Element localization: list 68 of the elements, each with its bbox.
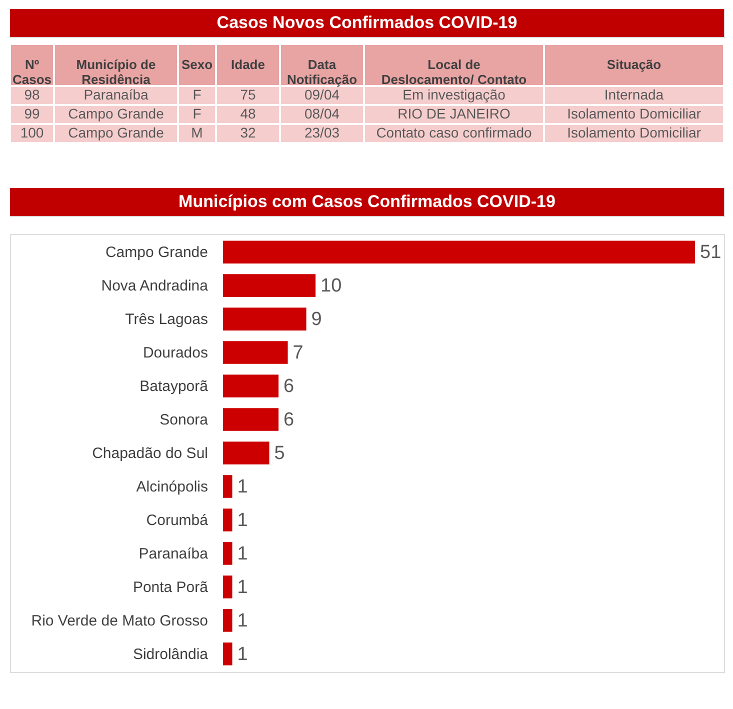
text: 98 <box>24 86 40 102</box>
data-label: 10 <box>320 276 342 297</box>
text: 08/04 <box>304 106 340 122</box>
text: 99 <box>24 106 40 122</box>
y-tick-label: Corumbá <box>146 512 209 529</box>
y-tick-label: Ponta Porã <box>132 578 209 596</box>
bar <box>223 542 232 565</box>
bar <box>223 609 232 632</box>
category-label: Idade <box>231 57 265 72</box>
data-label: 5 <box>274 443 285 464</box>
text: Em investigação <box>402 86 506 102</box>
text: 23/03 <box>304 124 340 140</box>
category-label: Sexo <box>181 57 213 72</box>
bar <box>223 642 232 666</box>
data-label: 7 <box>292 342 304 364</box>
text: 09/04 <box>304 86 340 102</box>
bar <box>223 408 279 431</box>
text: 32 <box>240 124 256 140</box>
data-label: 9 <box>311 309 322 330</box>
data-label: 1 <box>237 576 248 598</box>
text: Casos Novos Confirmados COVID-19 <box>216 13 518 32</box>
bar <box>223 240 695 264</box>
y-tick-label: Alcinópolis <box>136 478 208 496</box>
y-tick-label: Batayporã <box>140 378 209 396</box>
category-label: Data Notificação <box>286 57 358 87</box>
text: Isolamento Domiciliar <box>567 124 701 140</box>
data-label: 1 <box>237 543 248 564</box>
data-label: 1 <box>237 644 248 665</box>
y-tick-label: Rio Verde de Mato Grosso <box>31 612 208 630</box>
bar <box>223 475 232 498</box>
text: F <box>192 86 202 102</box>
data-label: 6 <box>284 376 294 398</box>
bar <box>223 274 316 297</box>
y-tick-label: Campo Grande <box>105 244 208 262</box>
text: Internada <box>604 86 664 102</box>
data-label: 1 <box>237 476 248 498</box>
text: F <box>192 106 202 122</box>
text: 75 <box>240 86 256 102</box>
category-label: Nº Casos <box>12 57 52 87</box>
chart-title: Municípios com Casos Confirmados COVID-19 <box>178 192 556 211</box>
text: RIO DE JANEIRO <box>398 106 510 122</box>
bar <box>223 308 306 330</box>
data-label: 1 <box>237 510 248 531</box>
bar <box>223 442 270 464</box>
text: 100 <box>20 124 44 140</box>
category-label: Situação <box>606 57 662 72</box>
text: Isolamento Domiciliar <box>567 106 701 122</box>
bar <box>223 576 232 598</box>
y-tick-label: Nova Andradina <box>101 278 209 295</box>
bar <box>223 341 288 364</box>
text: 48 <box>240 106 256 122</box>
text: Campo Grande <box>68 124 164 140</box>
category-label: Local de Deslocamento/ Contato <box>381 57 527 87</box>
text: Contato caso confirmado <box>376 124 532 140</box>
y-tick-label: Paranaíba <box>138 545 209 562</box>
y-tick-label: Dourados <box>142 344 208 362</box>
category-label: Município de Residência <box>76 57 156 87</box>
bar <box>223 508 232 532</box>
data-label: 1 <box>237 610 248 632</box>
y-tick-label: Chapadão do Sul <box>92 445 208 462</box>
y-tick-label: Sonora <box>160 412 209 429</box>
text: M <box>191 124 203 140</box>
bar <box>223 374 279 398</box>
y-tick-label: Três Lagoas <box>125 311 208 328</box>
y-tick-label: Sidrolândia <box>132 646 209 663</box>
text: Campo Grande <box>68 106 164 122</box>
data-label: 51 <box>700 242 722 264</box>
data-label: 6 <box>284 410 294 431</box>
